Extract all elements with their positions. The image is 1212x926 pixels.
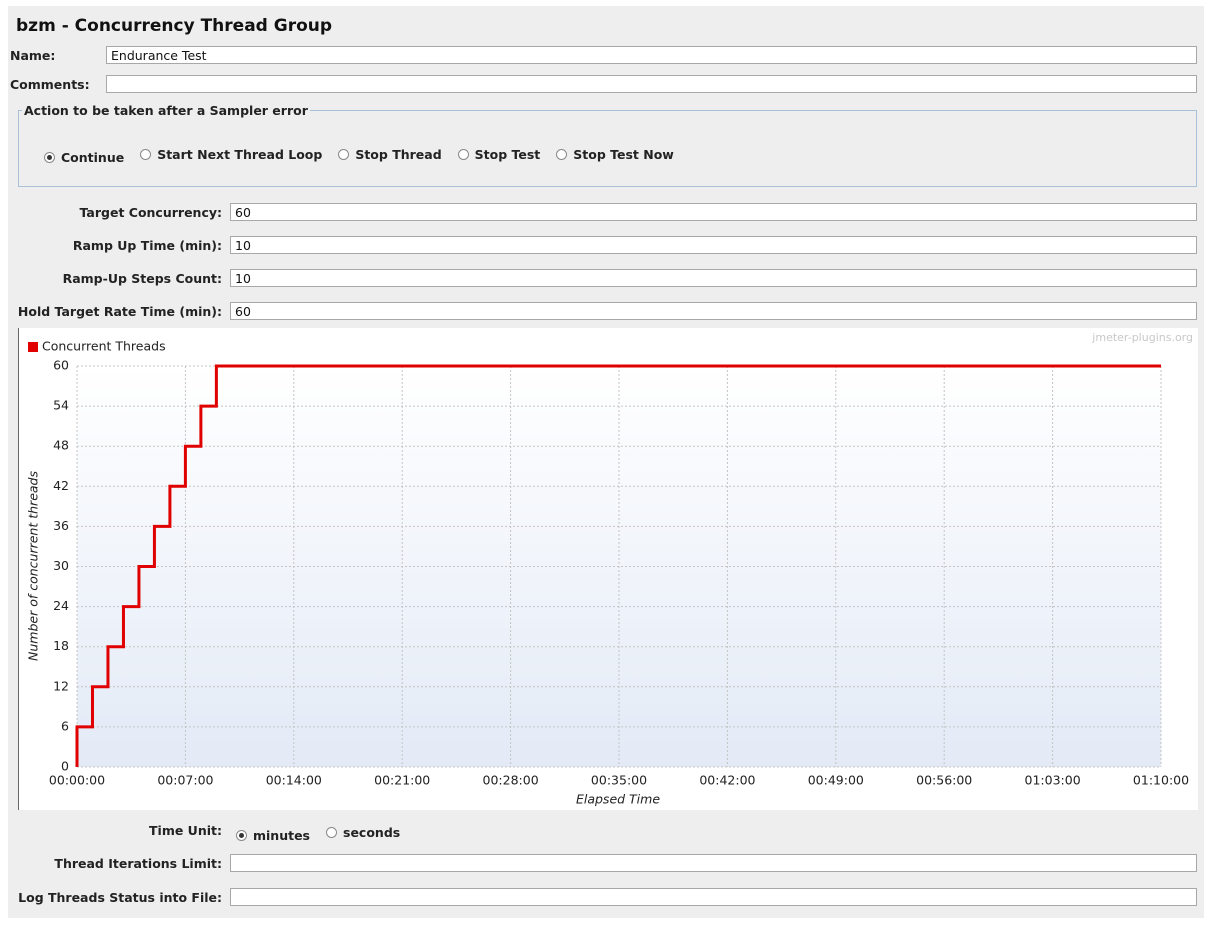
watermark: jmeter-plugins.org (1091, 331, 1193, 344)
x-tick-label: 01:10:00 (1133, 773, 1189, 788)
chart: jmeter-plugins.org Elapsed Time Number o… (18, 328, 1198, 810)
iterations-input[interactable] (230, 854, 1197, 872)
setting-input[interactable]: 60 (230, 302, 1197, 320)
y-tick-label: 42 (53, 478, 69, 493)
y-tick-label: 24 (53, 598, 69, 613)
radio-group: minutes seconds (236, 823, 416, 843)
radio-dot[interactable] (457, 149, 469, 160)
radio-dot[interactable] (338, 149, 350, 160)
y-axis-label: Number of concurrent threads (26, 471, 41, 661)
legend-label: Concurrent Threads (42, 339, 166, 354)
panel: bzm - Concurrency Thread Group Name: End… (8, 6, 1204, 918)
x-tick-label: 00:28:00 (483, 773, 539, 788)
x-tick-label: 00:35:00 (591, 773, 647, 788)
x-tick-label: 01:03:00 (1025, 773, 1081, 788)
radio-option[interactable]: seconds (326, 825, 400, 840)
radio-dot[interactable] (236, 830, 247, 841)
setting-input[interactable]: 10 (230, 269, 1197, 287)
radio-label: Continue (61, 150, 125, 165)
x-tick-label: 00:00:00 (49, 773, 105, 788)
log-input[interactable] (230, 888, 1197, 906)
radio-label: minutes (253, 828, 311, 843)
name-input[interactable]: Endurance Test (106, 46, 1197, 64)
y-tick-label: 30 (53, 558, 69, 573)
radio-dot[interactable] (44, 152, 55, 163)
time-unit-label: Time Unit: (149, 823, 222, 838)
radio-option[interactable]: Stop Test Now (556, 147, 674, 162)
y-tick-label: 12 (53, 678, 69, 693)
radio-option[interactable]: minutes (236, 828, 310, 843)
radio-option[interactable]: Start Next Thread Loop (140, 147, 322, 162)
y-tick-label: 18 (53, 638, 69, 653)
iterations-label: Thread Iterations Limit: (54, 856, 222, 871)
radio-label: Stop Thread (355, 147, 442, 162)
radio-dot[interactable] (140, 149, 152, 160)
setting-input[interactable]: 10 (230, 236, 1197, 254)
radio-option[interactable]: Stop Thread (338, 147, 442, 162)
setting-label: Hold Target Rate Time (min): (17, 304, 222, 319)
radio-group: Continue Start Next Thread Loop Stop Threa… (44, 145, 690, 165)
x-tick-label: 00:14:00 (266, 773, 322, 788)
setting-input[interactable]: 60 (230, 203, 1197, 221)
sampler-error-title: Action to be taken after a Sampler error (22, 103, 310, 118)
log-label: Log Threads Status into File: (18, 890, 222, 905)
radio-dot[interactable] (326, 827, 338, 838)
x-tick-label: 00:21:00 (374, 773, 430, 788)
setting-label: Target Concurrency: (79, 205, 223, 220)
y-tick-label: 60 (53, 358, 69, 373)
x-axis-label: Elapsed Time (576, 792, 660, 807)
legend-swatch (28, 342, 38, 352)
y-tick-label: 36 (53, 518, 69, 533)
comments-input[interactable] (106, 75, 1197, 93)
name-label: Name: (10, 48, 56, 63)
y-tick-label: 54 (53, 398, 69, 413)
radio-option[interactable]: Continue (44, 150, 124, 165)
radio-label: seconds (343, 825, 401, 840)
x-tick-label: 00:49:00 (808, 773, 864, 788)
comments-label: Comments: (10, 77, 90, 92)
x-tick-label: 00:56:00 (916, 773, 972, 788)
radio-option[interactable]: Stop Test (457, 147, 541, 162)
y-tick-label: 6 (61, 718, 69, 733)
data-line (75, 364, 1161, 767)
radio-label: Stop Test Now (573, 147, 674, 162)
y-tick-label: 48 (53, 438, 69, 453)
radio-label: Stop Test (474, 147, 541, 162)
setting-label: Ramp Up Time (min): (72, 238, 222, 253)
y-tick-label: 0 (61, 759, 69, 774)
radio-dot[interactable] (556, 149, 568, 160)
setting-label: Ramp-Up Steps Count: (62, 271, 222, 286)
panel-title: bzm - Concurrency Thread Group (16, 16, 333, 36)
radio-label: Start Next Thread Loop (157, 147, 323, 162)
sampler-error-box (18, 110, 1197, 187)
x-tick-label: 00:07:00 (157, 773, 213, 788)
x-tick-label: 00:42:00 (699, 773, 755, 788)
